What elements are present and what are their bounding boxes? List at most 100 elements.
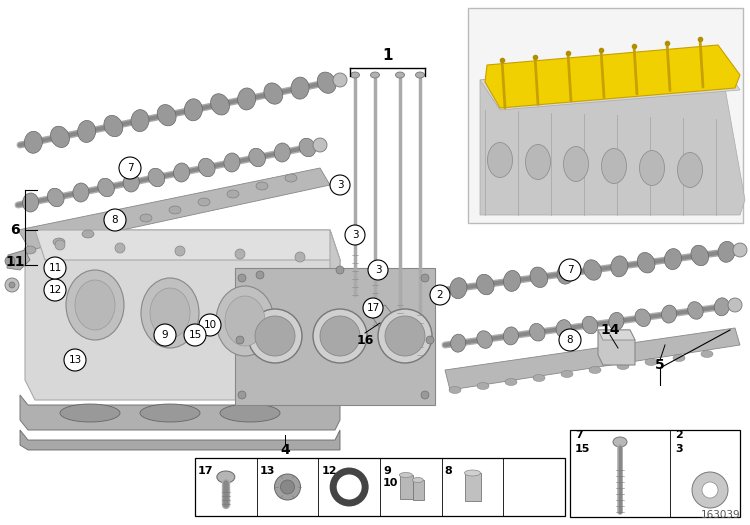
- Polygon shape: [18, 168, 330, 250]
- Text: 17: 17: [366, 303, 380, 313]
- Text: 17: 17: [198, 466, 214, 476]
- Text: 14: 14: [600, 323, 619, 337]
- Ellipse shape: [350, 72, 359, 78]
- Ellipse shape: [47, 188, 64, 207]
- Ellipse shape: [450, 278, 467, 299]
- Ellipse shape: [75, 280, 115, 330]
- Circle shape: [692, 472, 728, 508]
- Ellipse shape: [557, 263, 574, 284]
- Circle shape: [236, 336, 244, 344]
- Ellipse shape: [530, 267, 548, 288]
- Circle shape: [430, 285, 450, 305]
- Polygon shape: [485, 45, 740, 108]
- Ellipse shape: [256, 182, 268, 190]
- Text: 3: 3: [675, 444, 682, 454]
- Text: 8: 8: [567, 335, 573, 345]
- Circle shape: [104, 209, 126, 231]
- Ellipse shape: [150, 288, 190, 338]
- Circle shape: [559, 259, 581, 281]
- Ellipse shape: [140, 404, 200, 422]
- Ellipse shape: [399, 472, 412, 478]
- Ellipse shape: [98, 178, 115, 197]
- Ellipse shape: [701, 351, 713, 358]
- Ellipse shape: [184, 99, 202, 121]
- Polygon shape: [35, 230, 340, 260]
- Text: 15: 15: [575, 444, 590, 454]
- Polygon shape: [330, 230, 340, 400]
- Circle shape: [421, 391, 429, 399]
- Circle shape: [199, 314, 221, 336]
- Polygon shape: [7, 250, 30, 270]
- Ellipse shape: [82, 230, 94, 238]
- Circle shape: [363, 298, 383, 318]
- Circle shape: [184, 324, 206, 346]
- Ellipse shape: [691, 245, 709, 266]
- Ellipse shape: [264, 83, 283, 104]
- Circle shape: [248, 309, 302, 363]
- Ellipse shape: [249, 148, 266, 167]
- Ellipse shape: [227, 190, 239, 198]
- Ellipse shape: [677, 152, 703, 187]
- Circle shape: [426, 336, 434, 344]
- Polygon shape: [20, 395, 340, 430]
- Circle shape: [320, 316, 360, 356]
- Text: 8: 8: [112, 215, 118, 225]
- Ellipse shape: [556, 320, 572, 338]
- Ellipse shape: [104, 116, 123, 136]
- Bar: [195, 458, 565, 516]
- Text: 15: 15: [188, 330, 202, 340]
- Polygon shape: [235, 268, 435, 405]
- Ellipse shape: [60, 404, 120, 422]
- Ellipse shape: [285, 174, 297, 182]
- Polygon shape: [598, 330, 635, 340]
- Circle shape: [115, 243, 125, 253]
- Circle shape: [238, 274, 246, 282]
- Ellipse shape: [66, 270, 124, 340]
- Ellipse shape: [169, 206, 181, 214]
- Circle shape: [559, 329, 581, 351]
- Text: 13: 13: [260, 466, 275, 476]
- FancyBboxPatch shape: [400, 475, 412, 499]
- Text: 7: 7: [127, 163, 134, 173]
- Text: 12: 12: [321, 466, 337, 476]
- Text: 7: 7: [567, 265, 573, 275]
- Ellipse shape: [291, 77, 309, 99]
- Polygon shape: [373, 305, 393, 328]
- Text: 10: 10: [203, 320, 217, 330]
- Circle shape: [175, 246, 185, 256]
- Text: 2: 2: [436, 290, 443, 300]
- Ellipse shape: [714, 298, 729, 316]
- Ellipse shape: [645, 359, 657, 365]
- Circle shape: [339, 477, 359, 497]
- Text: 3: 3: [337, 180, 344, 190]
- Bar: [570, 430, 740, 517]
- Ellipse shape: [141, 278, 199, 348]
- FancyBboxPatch shape: [464, 473, 481, 501]
- Text: 11: 11: [5, 255, 25, 269]
- Ellipse shape: [225, 296, 265, 346]
- Text: 5: 5: [656, 358, 664, 372]
- Circle shape: [5, 278, 19, 292]
- Text: 9: 9: [383, 466, 391, 476]
- Circle shape: [255, 316, 295, 356]
- Text: 163039: 163039: [700, 510, 740, 520]
- Ellipse shape: [22, 193, 38, 212]
- Ellipse shape: [317, 72, 336, 93]
- Circle shape: [238, 391, 246, 399]
- Text: 9: 9: [162, 330, 168, 340]
- Text: 8: 8: [445, 466, 452, 476]
- Ellipse shape: [673, 354, 685, 362]
- Circle shape: [256, 271, 264, 279]
- Ellipse shape: [131, 110, 149, 132]
- Circle shape: [44, 279, 66, 301]
- Circle shape: [336, 266, 344, 274]
- Polygon shape: [598, 330, 635, 365]
- Polygon shape: [480, 60, 745, 215]
- Text: 12: 12: [48, 285, 62, 295]
- Ellipse shape: [224, 153, 240, 172]
- Ellipse shape: [395, 72, 404, 78]
- Ellipse shape: [505, 379, 517, 385]
- Circle shape: [313, 309, 367, 363]
- Ellipse shape: [416, 72, 424, 78]
- Polygon shape: [445, 328, 740, 390]
